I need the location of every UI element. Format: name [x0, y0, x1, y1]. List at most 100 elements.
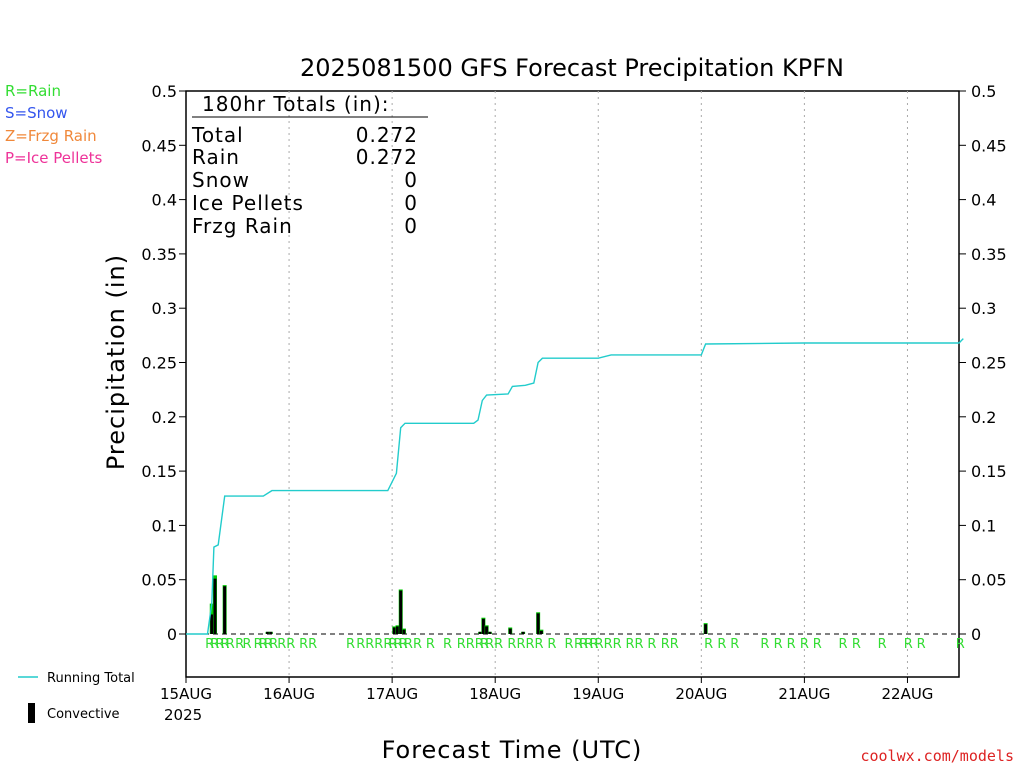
- ptype-marker: R: [661, 637, 670, 652]
- ptype-marker: R: [579, 637, 588, 652]
- totals-header: 180hr Totals (in):: [202, 92, 390, 116]
- totals-total-label: Total: [191, 123, 244, 147]
- y-tick-label: 0.45: [141, 136, 177, 155]
- ptype-marker: R: [242, 637, 251, 652]
- ptype-marker: R: [235, 637, 244, 652]
- running-total-line: [186, 338, 964, 635]
- ptype-marker: R: [226, 637, 235, 652]
- legend-rain: R=Rain: [5, 82, 61, 100]
- totals-total-value: 0.272: [356, 123, 418, 147]
- ptype-marker: R: [374, 637, 383, 652]
- y-tick-label: 0.3: [152, 299, 177, 318]
- totals-snow-value: 0: [404, 168, 418, 192]
- ptype-marker: R: [647, 637, 656, 652]
- totals-rain-value: 0.272: [356, 145, 418, 169]
- ptype-marker: R: [565, 637, 574, 652]
- ptype-marker: R: [388, 637, 397, 652]
- convective-bar: [478, 631, 482, 634]
- ptype-marker: R: [839, 637, 848, 652]
- y-tick-label-right: 0.35: [971, 245, 1007, 264]
- y-tick-label: 0.35: [141, 245, 177, 264]
- y-tick-label: 0.15: [141, 462, 177, 481]
- x-tick-label: 16AUG: [263, 685, 315, 703]
- ptype-marker: R: [383, 637, 392, 652]
- ptype-marker: R: [264, 637, 273, 652]
- ptype-marker: R: [259, 637, 268, 652]
- y-tick-label: 0.25: [141, 354, 177, 373]
- ptype-marker: R: [494, 637, 503, 652]
- ptype-marker: R: [534, 637, 543, 652]
- y-tick-label-right: 0.45: [971, 136, 1007, 155]
- ptype-marker: R: [426, 637, 435, 652]
- y-tick-label-right: 0.1: [971, 516, 996, 535]
- totals-frzg-label: Frzg Rain: [192, 214, 293, 238]
- y-tick-label: 0: [167, 625, 177, 644]
- ptype-marker: R: [399, 637, 408, 652]
- convective-bar: [392, 627, 396, 634]
- x-tick-label: 20AUG: [675, 685, 727, 703]
- convective-bar: [223, 586, 227, 634]
- legend-running-total: Running Total: [47, 671, 135, 686]
- ptype-marker: R: [365, 637, 374, 652]
- convective-bar: [704, 624, 708, 634]
- ptype-marker: R: [516, 637, 525, 652]
- ptype-marker: R: [595, 637, 604, 652]
- convective-bar: [481, 618, 485, 634]
- y-tick-label-right: 0.2: [971, 408, 996, 427]
- ptype-marker: R: [286, 637, 295, 652]
- ptype-marker: R: [547, 637, 556, 652]
- convective-bar: [488, 631, 492, 634]
- ptype-marker: R: [205, 637, 214, 652]
- y-axis-right: 0 0.05 0.1 0.15 0.2 0.25 0.3 0.35 0.4 0.45 0.5: [959, 82, 1007, 644]
- y-tick-label: 0.5: [152, 82, 177, 101]
- x-tick-label: 22AUG: [881, 685, 933, 703]
- y-tick-label: 0.1: [152, 516, 177, 535]
- ptype-marker: R: [704, 637, 713, 652]
- x-tick-label: 19AUG: [572, 685, 624, 703]
- ptype-marker: R: [635, 637, 644, 652]
- ptype-marker: R: [589, 637, 598, 652]
- y-tick-label-right: 0.05: [971, 571, 1007, 590]
- y-tick-label-right: 0: [971, 625, 981, 644]
- ptype-marker: R: [574, 637, 583, 652]
- ptype-marker: R: [878, 637, 887, 652]
- ptype-marker: R: [852, 637, 861, 652]
- x-tick-label: 21AUG: [778, 685, 830, 703]
- ptype-marker: R: [210, 637, 219, 652]
- ptype-marker: R: [717, 637, 726, 652]
- legend-frzg-rain: Z=Frzg Rain: [5, 127, 97, 145]
- ptype-marker: R: [221, 637, 230, 652]
- ptype-marker: R: [774, 637, 783, 652]
- convective-bar: [210, 614, 214, 634]
- ptype-marker: R: [475, 637, 484, 652]
- ptype-marker: R: [800, 637, 809, 652]
- y-tick-label: 0.4: [152, 191, 177, 210]
- plot-frame: [185, 90, 960, 678]
- ptype-marker: R: [404, 637, 413, 652]
- x-tick-label: 18AUG: [469, 685, 521, 703]
- ptype-marker: R: [277, 637, 286, 652]
- ptype-marker: R: [443, 637, 452, 652]
- ptype-marker: R: [299, 637, 308, 652]
- series-legend: Running Total Convective: [18, 671, 135, 723]
- ptype-marker: R: [917, 637, 926, 652]
- totals-ice-value: 0: [404, 191, 418, 215]
- ptype-marker: R: [394, 637, 403, 652]
- x-axis: 15AUG 16AUG 17AUG 18AUG 19AUG 20AUG 21AUG 22AUG: [160, 677, 933, 703]
- ptype-marker: R: [730, 637, 739, 652]
- totals-ice-label: Ice Pellets: [192, 191, 304, 215]
- ptype-marker: R: [787, 637, 796, 652]
- convective-bar: [213, 578, 217, 634]
- y-tick-label: 0.2: [152, 408, 177, 427]
- convective-bar: [539, 630, 543, 634]
- watermark: coolwx.com/models: [860, 747, 1014, 765]
- precip-bars: [209, 575, 708, 634]
- totals-rain-label: Rain: [192, 145, 240, 169]
- legend-ice-pellets: P=Ice Pellets: [5, 149, 102, 167]
- convective-bar: [521, 631, 525, 634]
- convective-bar: [402, 629, 406, 634]
- legend-convective: Convective: [47, 707, 120, 722]
- legend-snow: S=Snow: [5, 104, 68, 122]
- x-tick-label: 15AUG: [160, 685, 212, 703]
